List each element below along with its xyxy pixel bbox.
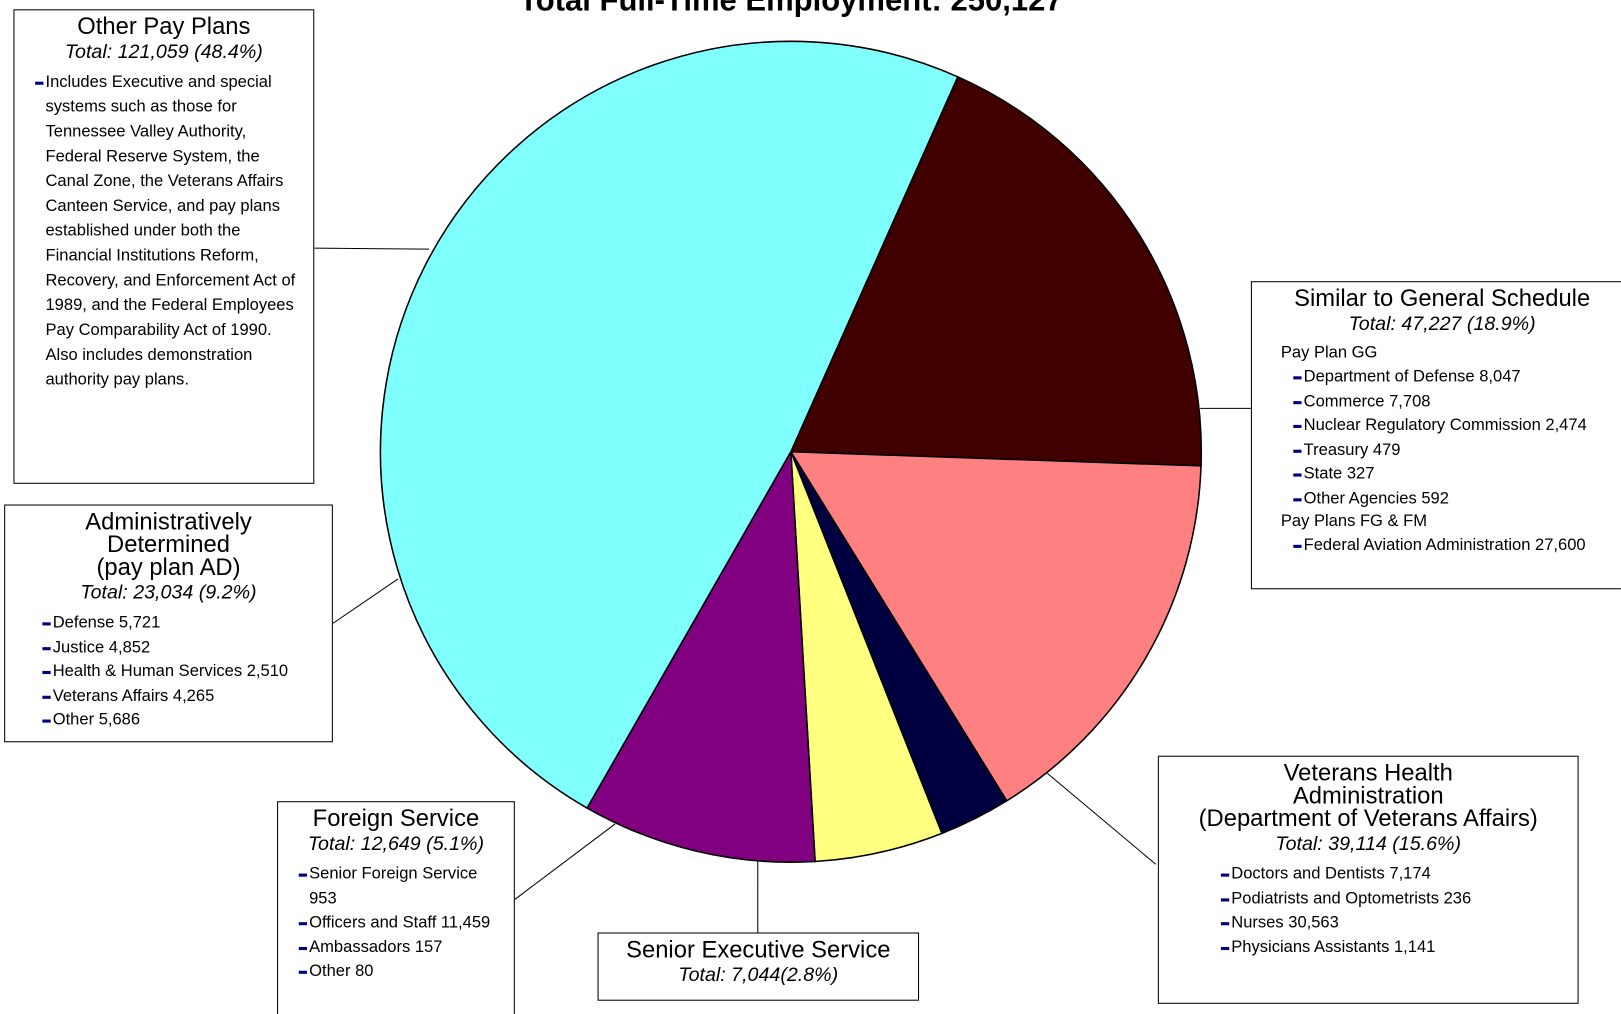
box-title: Administratively Determined (pay plan AD… <box>85 507 252 580</box>
box-total: Total: 39,114 (15.6%) <box>1275 833 1462 855</box>
leader-line <box>314 247 430 250</box>
detail-item: Nurses 30,563 <box>1209 911 1570 935</box>
label-box: Other Pay Plans Total: 121,059 (48.4%) Inc… <box>13 9 315 484</box>
detail-item: Ambassadors 157 <box>286 935 505 959</box>
label-box: Veterans Health Administration (Departme… <box>1157 755 1579 1004</box>
box-title: Foreign Service <box>312 804 480 832</box>
detail-item: Senior Foreign Service 953 <box>286 862 505 911</box>
detail-item: Includes Executive and special systems s… <box>23 70 305 393</box>
box-total: Total: 47,227 (18.9%) <box>1348 313 1536 335</box>
detail-item: Officers and Staff 11,459 <box>286 911 505 935</box>
pie-slice <box>586 449 816 863</box>
box-total: Total: 7,044(2.8%) <box>678 964 839 987</box>
pie-slice <box>789 450 1202 802</box>
detail-item: Justice 4,852 <box>30 635 324 659</box>
leader-line <box>1046 772 1157 865</box>
box-title: Other Pay Plans <box>77 12 251 40</box>
pie-slice <box>379 40 959 810</box>
detail-item: Department of Defense 8,047 <box>1281 365 1621 389</box>
pie-slice <box>789 75 1203 467</box>
box-title: Senior Executive Service <box>626 935 891 963</box>
section-heading: Pay Plans FG & FM <box>1280 512 1428 531</box>
detail-item: Federal Aviation Administration 27,600 <box>1281 533 1621 557</box>
section-heading: Pay Plan GG <box>1280 344 1378 362</box>
detail-item: Veterans Affairs 4,265 <box>30 684 324 708</box>
detail-item: Other 80 <box>286 959 505 983</box>
detail-item: Commerce 7,708 <box>1281 389 1621 413</box>
box-title: Veterans Health Administration (Departme… <box>1198 758 1538 832</box>
chart-title: Total Full-Time Employment: 250,127 <box>519 0 1063 18</box>
box-total: Total: 12,649 (5.1%) <box>307 833 485 855</box>
detail-item: Podiatrists and Optometrists 236 <box>1209 886 1570 910</box>
detail-item: State 327 <box>1281 462 1621 486</box>
box-total: Total: 23,034 (9.2%) <box>80 582 257 604</box>
label-box: Administratively Determined (pay plan AD… <box>4 504 333 743</box>
detail-item: Other Agencies 592 <box>1281 486 1621 510</box>
detail-item: Treasury 479 <box>1281 438 1621 462</box>
detail-item: Physicians Assistants 1,141 <box>1209 935 1570 959</box>
box-total: Total: 121,059 (48.4%) <box>64 41 263 64</box>
detail-item: Other 5,686 <box>30 708 324 732</box>
label-box: Similar to General Schedule Total: 47,227… <box>1250 281 1621 590</box>
leader-line <box>332 578 399 624</box>
detail-item: Defense 5,721 <box>30 611 324 635</box>
detail-item: Nuclear Regulatory Commission 2,474 <box>1281 414 1621 438</box>
label-box: Senior Executive Service Total: 7,044(2.8… <box>597 932 920 1001</box>
detail-item: Doctors and Dentists 7,174 <box>1209 862 1570 886</box>
detail-item: Health & Human Services 2,510 <box>30 660 324 684</box>
leader-line <box>514 823 616 900</box>
label-box: Foreign Service Total: 12,649 (5.1%) Senio… <box>277 801 515 1014</box>
box-title: Similar to General Schedule <box>1294 284 1591 312</box>
